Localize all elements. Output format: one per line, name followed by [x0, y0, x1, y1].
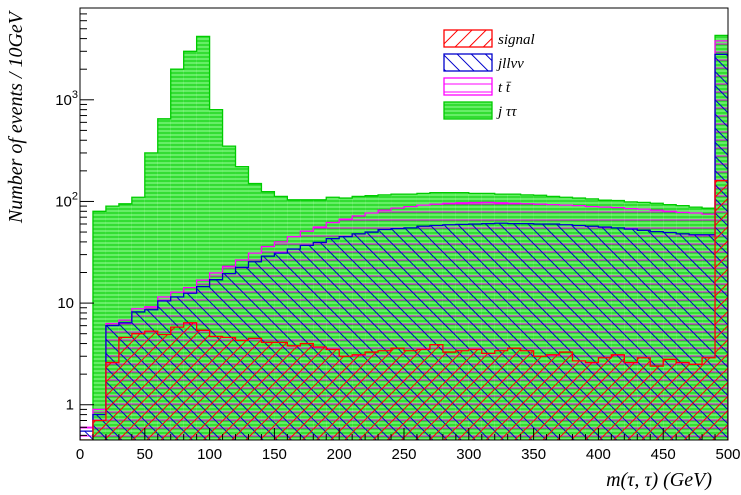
bar-signal	[572, 360, 586, 440]
bar-signal	[624, 362, 638, 440]
bar-signal	[546, 354, 560, 440]
bar-signal	[196, 330, 210, 440]
y-tick-label: 103	[55, 89, 78, 109]
bar-signal	[118, 337, 132, 440]
bar-signal	[209, 336, 223, 440]
x-tick-label: 200	[327, 446, 352, 463]
bar-signal	[339, 356, 353, 440]
legend: signal jllvv t t̄ j ττ	[443, 29, 535, 120]
bar-signal	[391, 348, 404, 440]
bar-signal	[468, 349, 482, 440]
bar-signal	[598, 357, 612, 440]
legend-label: t t̄	[498, 80, 512, 96]
bar-signal	[222, 337, 236, 440]
bar-signal	[507, 348, 521, 440]
y-tick-label: 1	[66, 397, 74, 414]
bar-signal	[455, 350, 469, 440]
bar-signal	[365, 352, 379, 440]
x-tick-label: 100	[197, 446, 222, 463]
y-axis-title: Number of events / 10GeV	[5, 9, 27, 224]
bar-signal	[585, 362, 599, 440]
bar-signal	[131, 333, 145, 440]
x-axis: 0 50 100 150 200 250 300 350 400 450 500	[76, 428, 741, 463]
bar-signal	[183, 322, 197, 440]
bar-signal	[157, 334, 171, 440]
bar-signal	[481, 353, 495, 440]
bar-signal	[92, 420, 106, 440]
plot-area	[80, 34, 728, 440]
bar-signal	[313, 346, 327, 440]
bar-signal	[520, 350, 534, 440]
x-tick-label: 150	[262, 446, 287, 463]
bar-signal	[235, 340, 249, 440]
bar-signal	[637, 357, 651, 440]
legend-label: j ττ	[496, 104, 517, 120]
outline-ttbar	[80, 40, 728, 440]
series-signal	[80, 180, 728, 440]
legend-label: jllvv	[496, 56, 524, 72]
x-tick-label: 450	[651, 446, 676, 463]
bar-signal	[442, 352, 456, 440]
legend-swatch	[443, 53, 493, 72]
bar-signal	[533, 356, 547, 440]
legend-swatch	[443, 101, 493, 120]
bar-signal	[559, 352, 573, 440]
bar-signal	[170, 327, 184, 440]
bar-signal	[352, 354, 366, 440]
x-tick-label: 50	[136, 446, 153, 463]
bar-jtautau	[92, 211, 106, 440]
bar-signal	[676, 362, 690, 440]
x-tick-label: 500	[715, 446, 740, 463]
x-tick-label: 300	[456, 446, 481, 463]
outline-signal	[80, 180, 728, 440]
bar-signal	[326, 349, 340, 440]
bar-signal	[702, 357, 716, 440]
bar-signal	[494, 350, 508, 440]
legend-swatch	[443, 77, 493, 96]
x-tick-label: 350	[521, 446, 546, 463]
bar-signal	[611, 354, 625, 440]
bar-signal	[287, 345, 301, 440]
x-tick-label: 400	[586, 446, 611, 463]
bar-signal	[663, 359, 677, 440]
legend-label: signal	[498, 32, 535, 48]
bar-signal	[144, 331, 158, 440]
x-tick-label: 0	[76, 446, 84, 463]
bar-signal	[715, 180, 728, 440]
bar-signal	[300, 343, 314, 440]
bar-signal	[378, 350, 392, 440]
bar-signal	[689, 364, 703, 440]
x-tick-label: 250	[391, 446, 416, 463]
bar-signal	[261, 342, 275, 440]
bar-signal	[416, 349, 430, 440]
y-tick-label: 10	[57, 295, 74, 312]
bar-signal	[105, 362, 119, 440]
bar-signal	[248, 338, 262, 440]
x-axis-title: m(τ, τ) (GeV)	[606, 469, 712, 491]
outline-jllvv	[80, 53, 728, 440]
bar-signal	[274, 342, 288, 440]
bar-signal	[429, 344, 443, 440]
y-tick-label: 102	[55, 190, 78, 210]
bar-signal	[404, 350, 417, 440]
y-axis: 1 10 102 103	[55, 7, 94, 436]
outline-jtautau	[80, 34, 728, 440]
bar-signal	[650, 366, 664, 440]
legend-swatch	[443, 29, 493, 48]
